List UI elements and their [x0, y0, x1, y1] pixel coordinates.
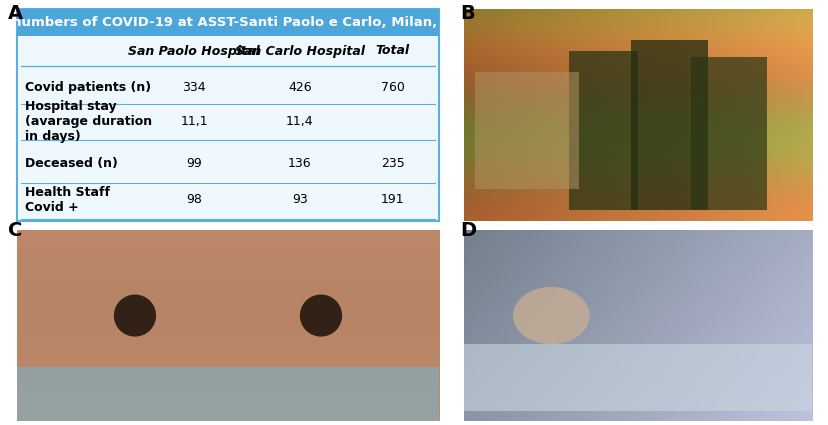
Text: 11,4: 11,4 [286, 115, 313, 128]
Ellipse shape [513, 287, 589, 344]
Text: 334: 334 [182, 81, 205, 94]
Text: 99: 99 [186, 157, 202, 170]
Text: 136: 136 [287, 157, 311, 170]
Text: C: C [8, 221, 22, 240]
Text: Health Staff
Covid +: Health Staff Covid + [25, 186, 110, 214]
Text: 11,1: 11,1 [181, 115, 208, 128]
Text: Covid patients (n): Covid patients (n) [25, 81, 151, 94]
Bar [690, 57, 766, 210]
Ellipse shape [113, 295, 156, 337]
Text: 426: 426 [287, 81, 311, 94]
Bar [474, 72, 579, 189]
Text: 98: 98 [186, 193, 202, 206]
Text: 760: 760 [381, 81, 404, 94]
Bar [568, 51, 638, 210]
Text: Hospital stay
(avarage duration
in days): Hospital stay (avarage duration in days) [25, 99, 152, 143]
Text: B: B [460, 4, 474, 23]
Text: D: D [460, 221, 475, 240]
Bar [17, 367, 439, 421]
FancyBboxPatch shape [17, 8, 439, 36]
Text: A: A [8, 4, 23, 23]
Text: 93: 93 [291, 193, 307, 206]
Bar [464, 344, 811, 411]
Text: 191: 191 [381, 193, 404, 206]
Text: The numbers of COVID-19 at ASST-Santi Paolo e Carlo, Milan, Italy: The numbers of COVID-19 at ASST-Santi Pa… [0, 16, 475, 29]
FancyBboxPatch shape [17, 8, 439, 221]
Bar [631, 40, 707, 210]
Ellipse shape [300, 295, 342, 337]
Text: San Paolo Hospital: San Paolo Hospital [128, 45, 260, 57]
Text: Deceased (n): Deceased (n) [25, 157, 118, 170]
Text: San Carlo Hospital: San Carlo Hospital [234, 45, 364, 57]
Text: Total: Total [375, 45, 409, 57]
Text: 235: 235 [381, 157, 404, 170]
